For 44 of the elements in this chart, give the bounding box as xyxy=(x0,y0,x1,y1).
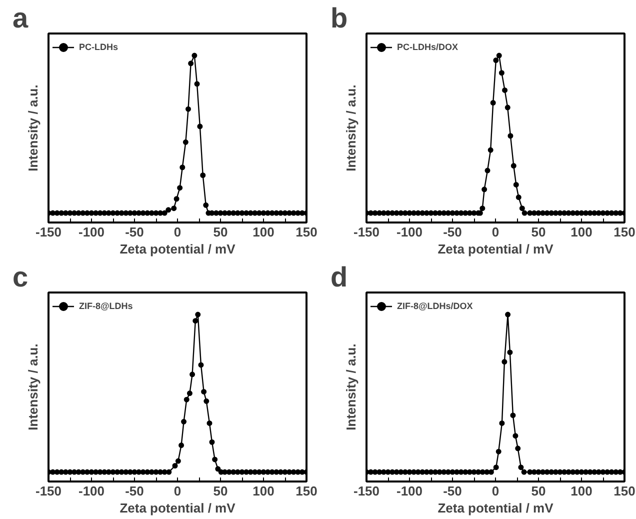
x-axis-title: Zeta potential / mV xyxy=(120,242,236,256)
x-tick-label: -150 xyxy=(35,224,62,240)
x-tick-label: -50 xyxy=(443,224,462,240)
text: d xyxy=(330,262,348,292)
legend-label: PC-LDHs xyxy=(79,42,118,52)
x-tick-label: -150 xyxy=(353,484,380,498)
y-axis-title: Intensity / a.u. xyxy=(344,84,358,172)
x-tick-label: 150 xyxy=(614,224,636,240)
x-tick-label: 50 xyxy=(531,484,546,498)
x-tick-label: 100 xyxy=(252,484,274,498)
x-tick-label: -100 xyxy=(396,484,423,498)
x-tick-label: 50 xyxy=(213,224,228,240)
x-tick-label: 100 xyxy=(252,224,274,240)
x-tick-label: 0 xyxy=(174,224,182,240)
y-axis-title: Intensity / a.u. xyxy=(26,84,40,172)
x-tick-label: 150 xyxy=(296,484,318,498)
x-tick-label: 0 xyxy=(174,484,182,498)
x-tick-label: 0 xyxy=(492,224,500,240)
text: b xyxy=(330,2,348,34)
x-tick-label: 150 xyxy=(614,484,636,498)
legend-label: ZIF-8@LDHs/DOX xyxy=(397,301,473,311)
x-tick-label: -150 xyxy=(35,484,62,498)
x-tick-label: 50 xyxy=(531,224,546,240)
x-tick-label: -100 xyxy=(78,224,105,240)
y-axis-title: Intensity / a.u. xyxy=(26,344,40,430)
x-tick-label: -150 xyxy=(353,224,380,240)
x-tick-label: 50 xyxy=(213,484,228,498)
x-tick-label: 100 xyxy=(570,484,592,498)
x-tick-label: 100 xyxy=(570,224,592,240)
x-tick-label: -50 xyxy=(125,484,144,498)
x-axis-title: Zeta potential / mV xyxy=(438,500,554,516)
x-tick-label: -100 xyxy=(78,484,105,498)
x-tick-label: -100 xyxy=(396,224,423,240)
x-tick-label: 0 xyxy=(492,484,500,498)
text: a xyxy=(12,2,28,34)
x-tick-label: -50 xyxy=(443,484,462,498)
legend-label: PC-LDHs/DOX xyxy=(397,42,458,52)
text: c xyxy=(12,262,28,292)
y-axis-title: Intensity / a.u. xyxy=(344,344,358,430)
x-tick-label: 150 xyxy=(296,224,318,240)
x-axis-title: Zeta potential / mV xyxy=(120,500,236,516)
legend-label: ZIF-8@LDHs xyxy=(79,301,133,311)
x-axis-title: Zeta potential / mV xyxy=(438,242,554,256)
x-tick-label: -50 xyxy=(125,224,144,240)
